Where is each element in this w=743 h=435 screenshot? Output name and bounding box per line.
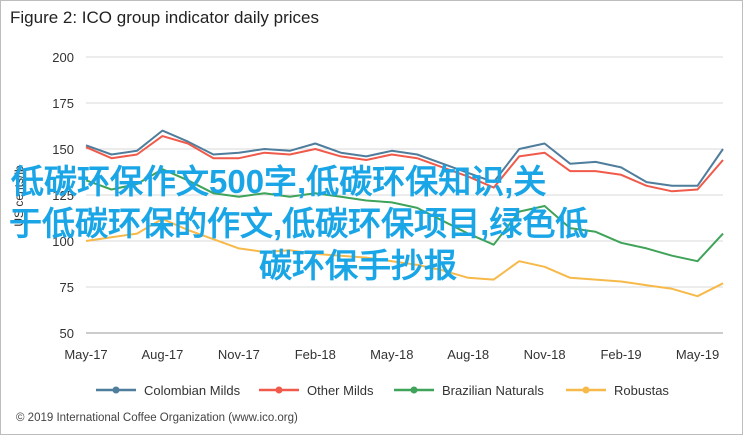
x-tick-label: Nov-18: [524, 347, 566, 362]
legend-marker: [410, 386, 418, 394]
copyright-note: © 2019 International Coffee Organization…: [16, 412, 298, 424]
legend-label: Other Milds: [307, 383, 374, 398]
x-axis-ticks: May-17 Aug-17 Nov-17 Feb-18 May-18 Aug-18 Nov-…: [64, 347, 719, 362]
y-axis-ticks: 50 75 100 125 150 175 200: [52, 50, 74, 341]
series-line-robustas: [85, 217, 724, 298]
series-lines: [85, 129, 724, 298]
series-line-colombian-milds: [85, 129, 724, 187]
series-line-brazilian-naturals: [85, 168, 724, 263]
legend-marker: [582, 386, 590, 394]
x-tick-label: May-17: [64, 347, 107, 362]
y-tick-label: 150: [52, 142, 74, 157]
x-tick-label: May-18: [370, 347, 413, 362]
legend: Colombian Milds Other Milds Brazilian Natu…: [96, 383, 669, 398]
y-tick-label: 125: [52, 188, 74, 203]
series-line-other-milds: [85, 135, 724, 193]
grid-lines: [86, 56, 723, 334]
y-tick-label: 75: [60, 280, 74, 295]
legend-label: Brazilian Naturals: [442, 383, 544, 398]
y-tick-label: 200: [52, 50, 74, 65]
legend-label: Robustas: [614, 383, 669, 398]
legend-marker: [275, 386, 283, 394]
x-tick-label: Aug-18: [447, 347, 489, 362]
x-tick-label: May-19: [676, 347, 719, 362]
y-axis-label: US cents/lb: [12, 165, 26, 227]
y-tick-label: 100: [52, 234, 74, 249]
chart-title: Figure 2: ICO group indicator daily pric…: [10, 8, 319, 27]
y-tick-label: 50: [60, 326, 74, 341]
x-tick-label: Feb-19: [600, 347, 641, 362]
y-tick-label: 175: [52, 96, 74, 111]
x-tick-label: Aug-17: [141, 347, 183, 362]
legend-label: Colombian Milds: [144, 383, 241, 398]
legend-marker: [112, 386, 120, 394]
x-tick-label: Feb-18: [295, 347, 336, 362]
x-tick-label: Nov-17: [218, 347, 260, 362]
